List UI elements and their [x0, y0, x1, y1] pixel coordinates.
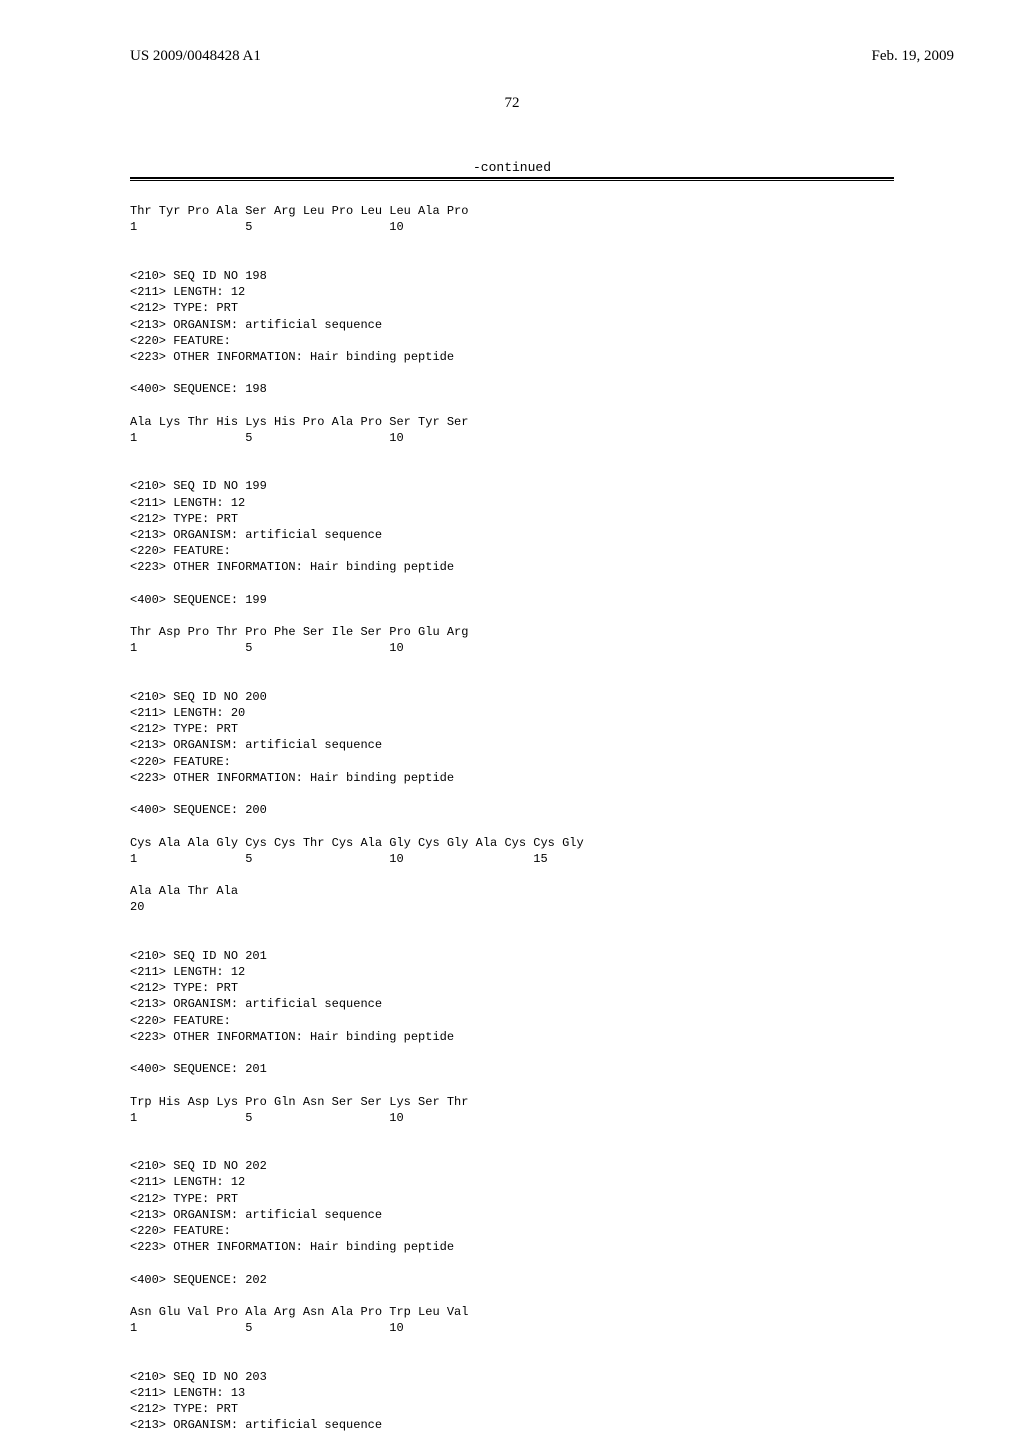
seq-201-feature: <220> FEATURE: — [130, 1014, 231, 1028]
seq-200-organism: <213> ORGANISM: artificial sequence — [130, 738, 382, 752]
seq-201-organism: <213> ORGANISM: artificial sequence — [130, 997, 382, 1011]
seq-202-type: <212> TYPE: PRT — [130, 1192, 238, 1206]
seq-203-id: <210> SEQ ID NO 203 — [130, 1370, 267, 1384]
seq-198-length: <211> LENGTH: 12 — [130, 285, 245, 299]
seq-198-header: <400> SEQUENCE: 198 — [130, 382, 267, 396]
seq-200-feature: <220> FEATURE: — [130, 755, 231, 769]
continued-label: -continued — [130, 160, 894, 175]
seq-199-positions: 1 5 10 — [130, 641, 404, 655]
seq-202-organism: <213> ORGANISM: artificial sequence — [130, 1208, 382, 1222]
seq-200-id: <210> SEQ ID NO 200 — [130, 690, 267, 704]
seq-198-sequence: Ala Lys Thr His Lys His Pro Ala Pro Ser … — [130, 415, 468, 429]
seq-201-info: <223> OTHER INFORMATION: Hair binding pe… — [130, 1030, 454, 1044]
seq-197-sequence: Thr Tyr Pro Ala Ser Arg Leu Pro Leu Leu … — [130, 204, 468, 218]
seq-202-id: <210> SEQ ID NO 202 — [130, 1159, 267, 1173]
seq-199-info: <223> OTHER INFORMATION: Hair binding pe… — [130, 560, 454, 574]
seq-201-id: <210> SEQ ID NO 201 — [130, 949, 267, 963]
seq-200-sequence-1: Cys Ala Ala Gly Cys Cys Thr Cys Ala Gly … — [130, 836, 584, 850]
seq-201-type: <212> TYPE: PRT — [130, 981, 238, 995]
seq-200-positions-2: 20 — [130, 900, 144, 914]
seq-198-feature: <220> FEATURE: — [130, 334, 231, 348]
patent-number: US 2009/0048428 A1 — [130, 48, 261, 65]
seq-201-header: <400> SEQUENCE: 201 — [130, 1062, 267, 1076]
seq-199-feature: <220> FEATURE: — [130, 544, 231, 558]
continued-separator: -continued — [130, 160, 894, 181]
seq-201-length: <211> LENGTH: 12 — [130, 965, 245, 979]
separator-line-top — [130, 177, 894, 179]
seq-200-type: <212> TYPE: PRT — [130, 722, 238, 736]
seq-199-organism: <213> ORGANISM: artificial sequence — [130, 528, 382, 542]
seq-202-header: <400> SEQUENCE: 202 — [130, 1273, 267, 1287]
seq-197-block: Thr Tyr Pro Ala Ser Arg Leu Pro Leu Leu … — [130, 203, 894, 1433]
page-number: 72 — [0, 95, 1024, 112]
seq-203-type: <212> TYPE: PRT — [130, 1402, 238, 1416]
seq-200-header: <400> SEQUENCE: 200 — [130, 803, 267, 817]
separator-line-bottom — [130, 180, 894, 181]
seq-202-sequence: Asn Glu Val Pro Ala Arg Asn Ala Pro Trp … — [130, 1305, 468, 1319]
seq-202-feature: <220> FEATURE: — [130, 1224, 231, 1238]
seq-198-positions: 1 5 10 — [130, 431, 404, 445]
seq-202-positions: 1 5 10 — [130, 1321, 404, 1335]
seq-200-info: <223> OTHER INFORMATION: Hair binding pe… — [130, 771, 454, 785]
document-header: US 2009/0048428 A1 Feb. 19, 2009 — [0, 0, 1024, 65]
publication-date: Feb. 19, 2009 — [872, 48, 955, 65]
seq-198-organism: <213> ORGANISM: artificial sequence — [130, 318, 382, 332]
seq-199-type: <212> TYPE: PRT — [130, 512, 238, 526]
seq-203-organism: <213> ORGANISM: artificial sequence — [130, 1418, 382, 1432]
seq-199-length: <211> LENGTH: 12 — [130, 496, 245, 510]
seq-200-sequence-2: Ala Ala Thr Ala — [130, 884, 238, 898]
seq-202-info: <223> OTHER INFORMATION: Hair binding pe… — [130, 1240, 454, 1254]
seq-201-positions: 1 5 10 — [130, 1111, 404, 1125]
sequence-listing: Thr Tyr Pro Ala Ser Arg Leu Pro Leu Leu … — [0, 181, 1024, 1433]
seq-203-length: <211> LENGTH: 13 — [130, 1386, 245, 1400]
seq-199-id: <210> SEQ ID NO 199 — [130, 479, 267, 493]
seq-199-sequence: Thr Asp Pro Thr Pro Phe Ser Ile Ser Pro … — [130, 625, 468, 639]
seq-200-positions-1: 1 5 10 15 — [130, 852, 548, 866]
seq-199-header: <400> SEQUENCE: 199 — [130, 593, 267, 607]
seq-202-length: <211> LENGTH: 12 — [130, 1175, 245, 1189]
seq-200-length: <211> LENGTH: 20 — [130, 706, 245, 720]
seq-198-info: <223> OTHER INFORMATION: Hair binding pe… — [130, 350, 454, 364]
seq-201-sequence: Trp His Asp Lys Pro Gln Asn Ser Ser Lys … — [130, 1095, 468, 1109]
seq-197-positions: 1 5 10 — [130, 220, 404, 234]
seq-198-id: <210> SEQ ID NO 198 — [130, 269, 267, 283]
seq-198-type: <212> TYPE: PRT — [130, 301, 238, 315]
